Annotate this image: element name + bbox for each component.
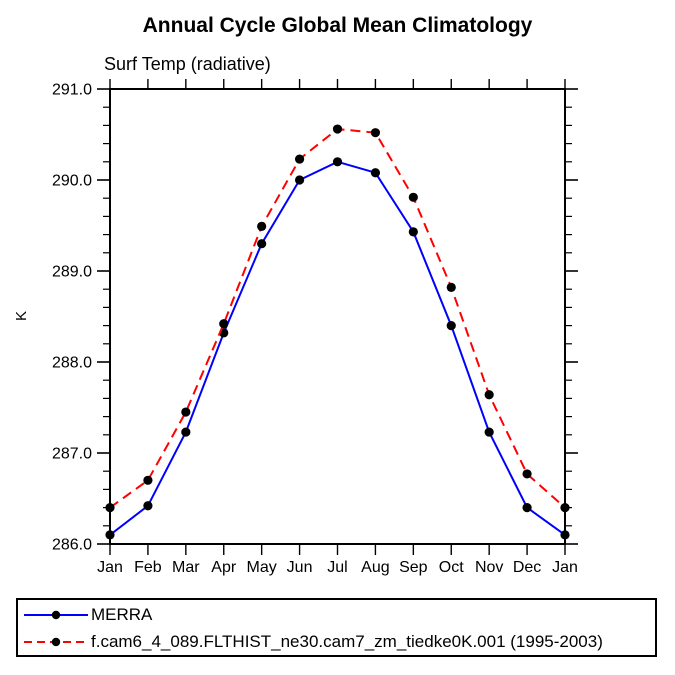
legend-item-model-run: f.cam6_4_089.FLTHIST_ne30.cam7_zm_tiedke… bbox=[18, 628, 655, 655]
svg-text:Dec: Dec bbox=[513, 559, 541, 576]
svg-text:Aug: Aug bbox=[361, 559, 389, 576]
svg-text:291.0: 291.0 bbox=[52, 82, 92, 99]
svg-text:Oct: Oct bbox=[439, 559, 464, 576]
svg-text:Jul: Jul bbox=[327, 559, 347, 576]
svg-text:287.0: 287.0 bbox=[52, 446, 92, 463]
svg-text:Jan: Jan bbox=[97, 559, 123, 576]
svg-text:Apr: Apr bbox=[211, 559, 237, 576]
svg-text:Jan: Jan bbox=[552, 559, 578, 576]
chart-title: Annual Cycle Global Mean Climatology bbox=[142, 14, 533, 37]
svg-text:Mar: Mar bbox=[172, 559, 200, 576]
svg-text:Feb: Feb bbox=[134, 559, 162, 576]
svg-text:Sep: Sep bbox=[399, 559, 428, 576]
svg-text:289.0: 289.0 bbox=[52, 264, 92, 281]
svg-text:Jun: Jun bbox=[287, 559, 313, 576]
legend-label-merra: MERRA bbox=[91, 604, 153, 624]
svg-text:290.0: 290.0 bbox=[52, 173, 92, 190]
svg-text:288.0: 288.0 bbox=[52, 355, 92, 372]
chart-subtitle: Surf Temp (radiative) bbox=[104, 54, 271, 74]
legend-label-model-run: f.cam6_4_089.FLTHIST_ne30.cam7_zm_tiedke… bbox=[91, 631, 603, 651]
svg-text:May: May bbox=[247, 559, 277, 576]
svg-text:286.0: 286.0 bbox=[52, 537, 92, 554]
legend-item-merra: MERRA bbox=[18, 601, 655, 628]
legend-line-sample-dashed bbox=[24, 637, 88, 646]
legend-box: MERRA f.cam6_4_089.FLTHIST_ne30.cam7_zm_… bbox=[16, 598, 657, 657]
svg-text:Nov: Nov bbox=[475, 559, 503, 576]
legend-line-sample-solid bbox=[24, 610, 88, 619]
plot-area: Jan Feb Mar Apr May Jun Jul Aug Sep Oct Nov Dec Jan 2… bbox=[52, 79, 578, 576]
